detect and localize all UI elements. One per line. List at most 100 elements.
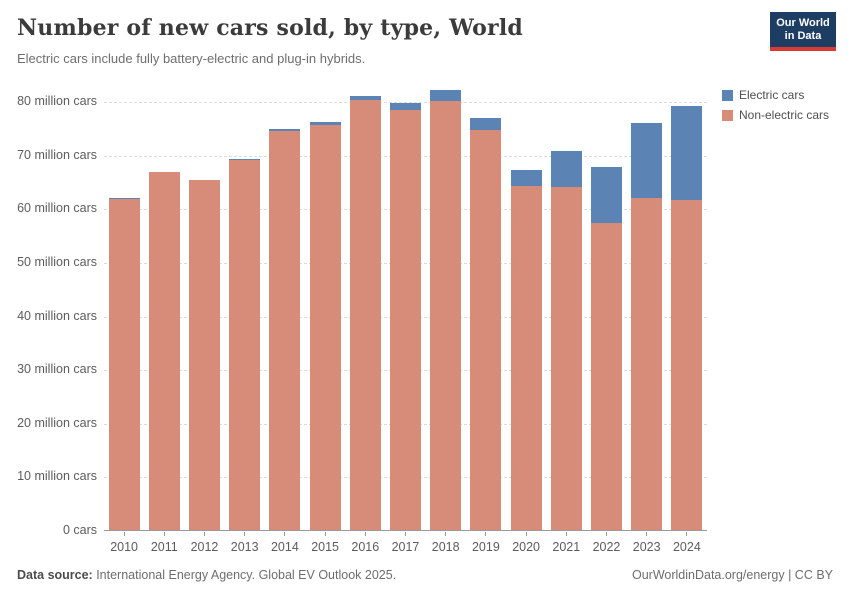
- x-tick-label-2013: 2013: [230, 540, 259, 554]
- x-axis-tick-2017: [405, 532, 406, 536]
- chart-footer: Data source: International Energy Agency…: [17, 568, 833, 582]
- owid-logo-line1: Our World: [776, 17, 830, 29]
- bar-segment-non-electric-2015[interactable]: [309, 124, 341, 531]
- bar-segment-electric-2016[interactable]: [349, 95, 381, 101]
- x-tick-label-2014: 2014: [270, 540, 299, 554]
- bar-segment-non-electric-2023[interactable]: [631, 198, 663, 531]
- bar-segment-non-electric-2021[interactable]: [550, 186, 582, 531]
- y-axis: 0 cars 10 million cars 20 million cars 30 m…: [0, 94, 97, 537]
- legend-label: Non-electric cars: [739, 108, 830, 122]
- plot-area: 2010 2011 2012 2013 2014 2015 2016 2017 2018 2019…: [104, 90, 707, 554]
- x-axis-tick-2012: [204, 532, 205, 536]
- bar-segment-electric-2024[interactable]: [671, 105, 703, 201]
- x-tick-label-2023: 2023: [632, 540, 661, 554]
- bar-segment-non-electric-2014[interactable]: [269, 130, 301, 531]
- y-tick-label-80: 80 million cars: [17, 94, 97, 108]
- bar-segment-non-electric-2020[interactable]: [510, 186, 542, 531]
- y-tick-label-40: 40 million cars: [17, 308, 97, 323]
- bar-2021[interactable]: [550, 150, 582, 531]
- bar-2019[interactable]: [470, 117, 502, 531]
- bar-segment-non-electric-2022[interactable]: [591, 222, 622, 531]
- y-tick-label-70: 70 million cars: [17, 147, 97, 162]
- bar-segment-electric-2019[interactable]: [470, 117, 502, 130]
- bar-2018[interactable]: [430, 90, 462, 531]
- bar-2016[interactable]: [349, 95, 381, 531]
- x-tick-label-2021: 2021: [552, 540, 581, 554]
- x-axis-tick-2013: [244, 532, 246, 536]
- bar-2017[interactable]: [390, 103, 421, 531]
- x-tick-label-2017: 2017: [391, 540, 420, 554]
- x-tick-label-2020: 2020: [512, 540, 540, 554]
- bar-2011[interactable]: [148, 171, 180, 531]
- owid-logo: Our World in Data: [770, 12, 836, 51]
- y-tick-label-0: 0 cars: [62, 523, 97, 537]
- bar-segment-non-electric-2012[interactable]: [189, 180, 220, 531]
- legend-label: Electric cars: [739, 88, 805, 102]
- owid-license-link[interactable]: OurWorldinData.org/energy | CC BY: [631, 568, 833, 582]
- bar-segment-electric-2020[interactable]: [510, 169, 542, 187]
- x-tick-label-2010: 2010: [110, 540, 138, 554]
- y-tick-label-50: 50 million cars: [17, 254, 97, 269]
- bar-segment-non-electric-2011[interactable]: [148, 172, 180, 531]
- bar-2012[interactable]: [189, 179, 220, 531]
- bar-2023[interactable]: [631, 123, 663, 531]
- x-tick-label-2018: 2018: [431, 540, 460, 554]
- bar-2022[interactable]: [591, 166, 622, 531]
- x-axis-tick-2023: [646, 532, 648, 536]
- owid-logo-line2: in Data: [784, 30, 822, 42]
- bar-segment-non-electric-2018[interactable]: [430, 101, 462, 531]
- y-tick-label-10: 10 million cars: [17, 469, 97, 484]
- legend-item-non-electric[interactable]: Non-electric cars: [722, 108, 829, 122]
- x-tick-label-2015: 2015: [311, 540, 339, 554]
- bar-2024[interactable]: [671, 105, 703, 531]
- x-axis-tick-2011: [163, 532, 165, 536]
- bar-segment-electric-2014[interactable]: [269, 129, 301, 131]
- bar-segment-electric-2013[interactable]: [229, 159, 261, 161]
- bar-segment-electric-2018[interactable]: [430, 90, 462, 102]
- x-axis-tick-2010: [123, 532, 125, 536]
- bar-segment-electric-2023[interactable]: [631, 123, 663, 198]
- x-tick-label-2024: 2024: [672, 540, 701, 554]
- chart-title: Number of new cars sold, by type, World: [17, 15, 523, 41]
- bar-segment-electric-2015[interactable]: [309, 121, 341, 125]
- y-tick-label-30: 30 million cars: [17, 362, 97, 377]
- x-axis-tick-2022: [606, 532, 607, 536]
- x-axis-tick-2019: [485, 532, 487, 536]
- gridline-80: [104, 102, 707, 103]
- bar-segment-non-electric-2016[interactable]: [349, 100, 381, 531]
- bar-segment-non-electric-2017[interactable]: [390, 110, 421, 531]
- bar-segment-electric-2017[interactable]: [390, 103, 421, 111]
- chart-subtitle: Electric cars include fully battery-elec…: [17, 51, 366, 66]
- bar-segment-non-electric-2010[interactable]: [108, 198, 140, 531]
- bar-segment-electric-2021[interactable]: [550, 150, 582, 187]
- x-tick-label-2011: 2011: [150, 540, 178, 554]
- bar-segment-non-electric-2024[interactable]: [671, 200, 703, 531]
- bar-2015[interactable]: [309, 121, 341, 531]
- x-tick-label-2022: 2022: [592, 540, 621, 554]
- x-axis-line: [104, 530, 707, 531]
- x-axis-tick-2016: [364, 532, 366, 536]
- x-tick-label-2019: 2019: [471, 540, 500, 554]
- legend-item-electric[interactable]: Electric cars: [722, 88, 829, 102]
- x-axis-tick-2014: [284, 532, 286, 536]
- bar-2013[interactable]: [229, 159, 261, 531]
- y-tick-label-60: 60 million cars: [17, 201, 97, 216]
- x-tick-label-2016: 2016: [351, 540, 380, 554]
- x-axis-tick-2024: [686, 532, 688, 536]
- bar-2020[interactable]: [510, 169, 542, 531]
- data-source-note: Data source: International Energy Agency…: [17, 568, 396, 582]
- bar-2010[interactable]: [108, 198, 140, 531]
- bar-segment-electric-2022[interactable]: [591, 166, 622, 223]
- bar-segment-non-electric-2019[interactable]: [470, 129, 502, 531]
- bar-2014[interactable]: [269, 129, 301, 531]
- legend-swatch-electric-icon: [722, 89, 733, 101]
- data-source-text: International Energy Agency. Global EV O…: [92, 568, 397, 582]
- bar-segment-non-electric-2013[interactable]: [229, 160, 261, 531]
- chart-legend: Electric cars Non-electric cars: [722, 88, 829, 128]
- bar-segment-electric-2012[interactable]: [189, 179, 220, 181]
- legend-swatch-non-electric-icon: [722, 109, 733, 121]
- y-tick-label-20: 20 million cars: [17, 415, 97, 430]
- attribution: OurWorldinData.org/energy | CC BY: [632, 568, 833, 582]
- x-tick-label-2012: 2012: [190, 540, 219, 554]
